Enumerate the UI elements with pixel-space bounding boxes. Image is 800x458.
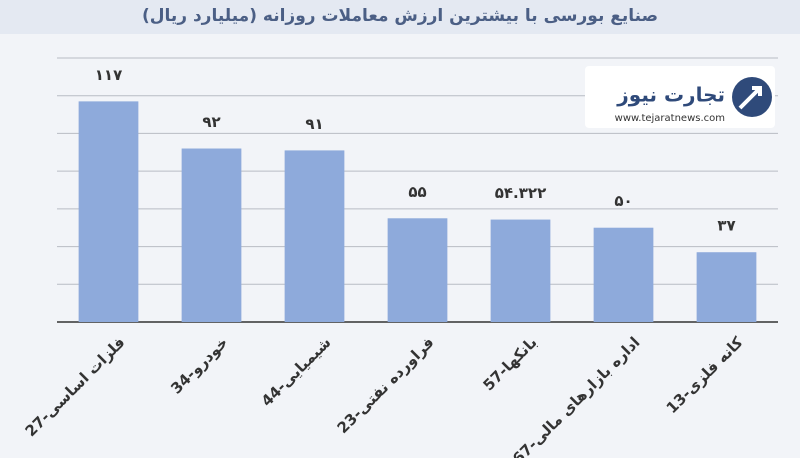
logo-box xyxy=(585,66,775,128)
value-label: ۹۱ xyxy=(305,115,323,133)
value-label: ۱۱۷ xyxy=(95,66,122,84)
logo: تجارت نیوز www.tejaratnews.com xyxy=(585,66,775,128)
bar xyxy=(696,252,757,322)
value-label: ۳۷ xyxy=(717,217,735,235)
logo-name: تجارت نیوز xyxy=(616,83,725,107)
logo-url: www.tejaratnews.com xyxy=(615,113,725,124)
value-label: ۹۲ xyxy=(202,113,220,131)
bar xyxy=(593,227,654,322)
bar xyxy=(490,219,551,322)
logo-arrow xyxy=(738,86,762,110)
value-label: ۵۵ xyxy=(408,183,426,201)
chart-title: صنایع بورسی با بیشترین ارزش معاملات روزا… xyxy=(142,6,658,26)
bar xyxy=(78,101,139,322)
value-label: ۵۰ xyxy=(614,192,632,210)
bar xyxy=(284,150,345,322)
bar xyxy=(387,218,448,322)
bar xyxy=(181,148,242,322)
value-label: ۵۴.۳۲۲ xyxy=(495,184,546,202)
header xyxy=(0,0,800,34)
